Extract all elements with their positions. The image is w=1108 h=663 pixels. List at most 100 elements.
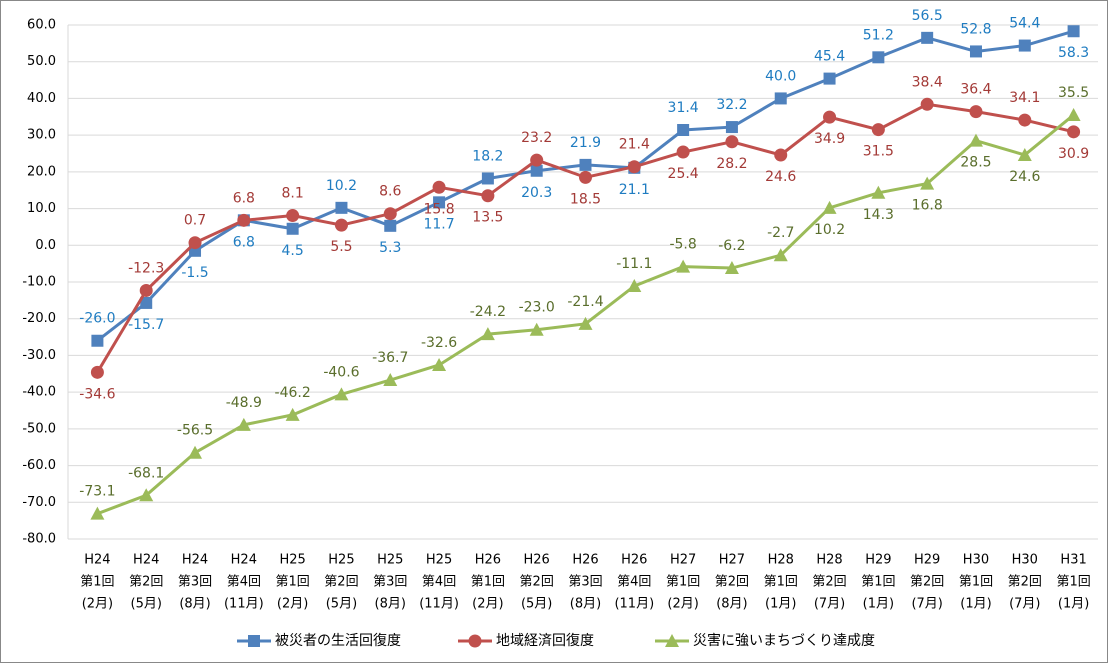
x-tick-label: 第3回 (568, 575, 602, 590)
data-point (1017, 147, 1032, 161)
value-label: 21.4 (619, 137, 650, 153)
x-tick-label: 第2回 (520, 575, 554, 590)
data-point (189, 244, 202, 257)
x-tick-label: 第3回 (178, 575, 212, 590)
y-tick-label: 10.0 (27, 201, 56, 216)
value-label: 52.8 (960, 21, 991, 37)
x-tick-label: H28 (768, 553, 794, 568)
value-label: 32.2 (716, 97, 747, 113)
x-tick-label: H26 (475, 553, 501, 568)
data-point (236, 417, 251, 431)
value-label: -21.4 (567, 294, 603, 310)
data-point (872, 51, 885, 64)
value-label: 0.7 (184, 213, 206, 229)
value-label: -40.6 (323, 364, 359, 380)
data-point (822, 200, 837, 214)
value-label: 36.4 (960, 82, 991, 98)
value-label: 28.5 (960, 155, 991, 171)
y-tick-label: -10.0 (22, 275, 56, 290)
legend-label: 地域経済回復度 (496, 632, 594, 649)
y-tick-label: 40.0 (27, 91, 56, 106)
value-label: -34.6 (79, 386, 115, 402)
data-point (139, 283, 153, 297)
x-tick-label: (8月) (375, 597, 406, 612)
x-tick-label: H29 (914, 553, 940, 568)
data-point (432, 180, 446, 194)
x-tick-label: H25 (328, 553, 354, 568)
x-tick-label: 第2回 (812, 575, 846, 590)
data-point (530, 153, 544, 167)
value-label: 11.7 (423, 216, 454, 232)
value-label: 16.8 (912, 198, 943, 214)
data-point (1066, 107, 1081, 121)
value-label: 24.6 (765, 169, 796, 185)
value-label: 18.2 (472, 148, 503, 164)
x-tick-label: H28 (816, 553, 842, 568)
data-point (432, 357, 447, 371)
x-tick-label: H24 (231, 553, 257, 568)
x-tick-label: (8月) (179, 597, 210, 612)
value-label: -73.1 (79, 484, 115, 500)
x-tick-label: (1月) (960, 597, 991, 612)
x-tick-label: H27 (719, 553, 745, 568)
data-point (920, 97, 934, 111)
x-tick-label: (7月) (814, 597, 845, 612)
x-tick-label: 第2回 (1008, 575, 1042, 590)
x-tick-label: H26 (572, 553, 598, 568)
data-point (921, 31, 934, 44)
y-tick-label: -80.0 (22, 532, 56, 547)
data-point (871, 185, 886, 199)
data-point (90, 506, 105, 520)
data-point (1067, 125, 1081, 139)
value-label: -24.2 (470, 304, 506, 320)
data-point (91, 334, 104, 347)
data-point (188, 445, 203, 459)
value-label: -46.2 (275, 385, 311, 401)
data-point (773, 248, 788, 262)
y-tick-label: -70.0 (22, 495, 56, 510)
value-label: 34.9 (814, 131, 845, 147)
value-label: -12.3 (128, 260, 164, 276)
data-point (481, 189, 495, 203)
data-point (334, 218, 348, 232)
x-tick-label: (7月) (911, 597, 942, 612)
y-tick-label: -30.0 (22, 348, 56, 363)
value-label: -2.7 (767, 225, 794, 241)
value-label: 6.8 (233, 190, 255, 206)
x-tick-label: (2月) (472, 597, 503, 612)
x-tick-label: (5月) (326, 597, 357, 612)
x-tick-label: 第2回 (324, 575, 358, 590)
value-label: 30.9 (1058, 146, 1089, 162)
data-point (384, 219, 397, 232)
data-point (188, 236, 202, 250)
data-point (627, 160, 641, 174)
value-label: 21.9 (570, 135, 601, 151)
value-label: 34.1 (1009, 90, 1040, 106)
x-tick-label: 第1回 (764, 575, 798, 590)
x-tick-label: (7月) (1009, 597, 1040, 612)
value-label: -32.6 (421, 335, 457, 351)
value-label: -23.0 (519, 300, 555, 316)
x-tick-label: (11月) (419, 597, 459, 612)
x-tick-label: 第1回 (959, 575, 993, 590)
x-tick-label: 第4回 (422, 575, 456, 590)
data-point (823, 72, 836, 85)
value-label: -48.9 (226, 395, 262, 411)
value-label: -1.5 (181, 265, 208, 281)
x-tick-label: H30 (963, 553, 989, 568)
data-point (335, 201, 348, 214)
value-label: 10.2 (326, 178, 357, 194)
y-tick-label: 60.0 (27, 18, 56, 33)
x-tick-label: (8月) (570, 597, 601, 612)
legend-label: 被災者の生活回復度 (275, 632, 401, 649)
x-tick-label: (1月) (1058, 597, 1089, 612)
value-label: 54.4 (1009, 16, 1040, 32)
value-label: -36.7 (372, 350, 408, 366)
value-label: 40.0 (765, 68, 796, 84)
x-tick-label: 第1回 (666, 575, 700, 590)
value-label: 6.8 (233, 234, 255, 250)
data-point (871, 123, 885, 137)
data-point (969, 105, 983, 119)
